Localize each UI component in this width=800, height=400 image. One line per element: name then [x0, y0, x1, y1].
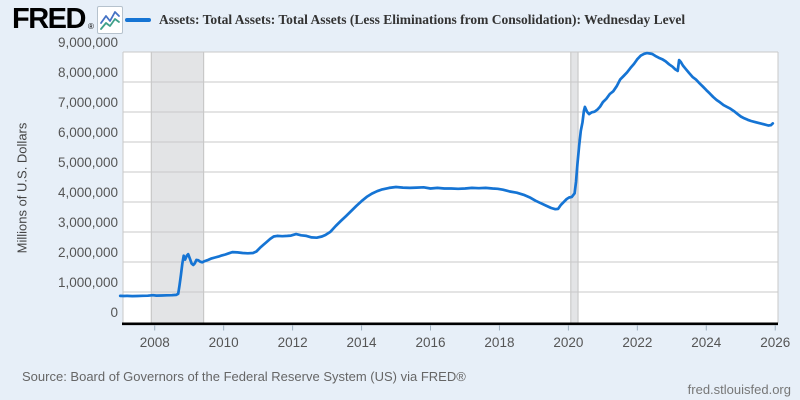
- y-tick-label: 0: [110, 305, 118, 320]
- y-tick-label: 3,000,000: [58, 215, 118, 230]
- y-tick-label: 5,000,000: [58, 155, 118, 170]
- data-series-line[interactable]: [118, 51, 775, 298]
- x-tick-label: 2024: [691, 335, 722, 350]
- y-tick-label: 1,000,000: [58, 275, 118, 290]
- x-tick-label: 2020: [553, 335, 583, 350]
- y-tick-label: 9,000,000: [58, 35, 118, 50]
- x-tick-label: 2026: [760, 335, 790, 350]
- x-tick-label: 2012: [278, 335, 308, 350]
- x-tick-label: 2016: [415, 335, 445, 350]
- source-note: Source: Board of Governors of the Federa…: [22, 369, 466, 384]
- y-tick-label: 6,000,000: [58, 125, 118, 140]
- fred-sparkline-icon: [96, 6, 123, 34]
- legend: Assets: Total Assets: Total Assets (Less…: [125, 12, 685, 28]
- x-tick-label: 2014: [347, 335, 378, 350]
- series-title: Assets: Total Assets: Total Assets (Less…: [159, 12, 686, 27]
- recession-band: [151, 52, 204, 323]
- y-tick-label: 4,000,000: [58, 185, 118, 200]
- x-tick-label: 2022: [622, 335, 652, 350]
- fred-logo[interactable]: FRED ®: [12, 5, 123, 34]
- y-tick-label: 7,000,000: [58, 95, 118, 110]
- y-axis-title: Millions of U.S. Dollars: [14, 122, 30, 254]
- y-tick-label: 2,000,000: [58, 245, 118, 260]
- registered-trademark-symbol: ®: [87, 22, 94, 31]
- fred-site-link[interactable]: fred.stlouisfed.org: [687, 382, 791, 397]
- fred-wordmark: FRED: [12, 3, 86, 35]
- x-tick-label: 2008: [140, 335, 170, 350]
- x-tick-label: 2018: [484, 335, 514, 350]
- series-line-swatch: [125, 18, 151, 22]
- x-tick-label: 2010: [209, 335, 239, 350]
- y-tick-label: 8,000,000: [58, 65, 118, 80]
